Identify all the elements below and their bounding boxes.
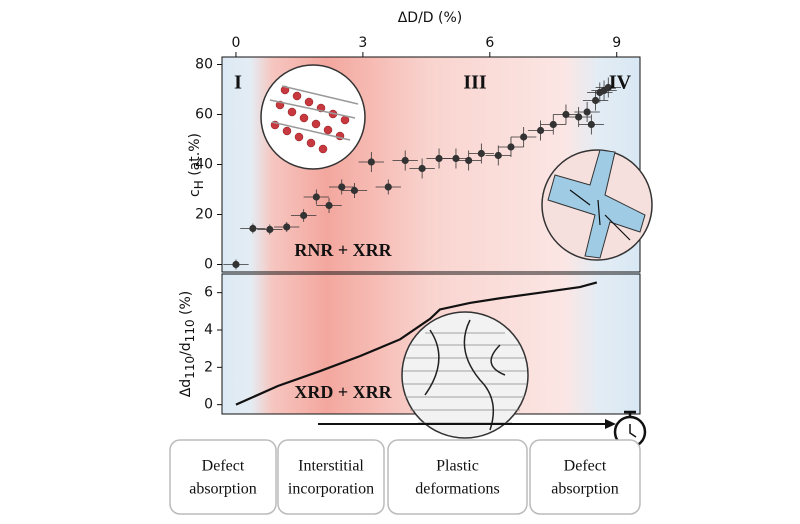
inset-lattice xyxy=(260,64,366,170)
data-point xyxy=(367,158,375,166)
annotation: IV xyxy=(609,72,632,94)
y-tick-label: 4 xyxy=(204,322,213,338)
stage-label: Defect xyxy=(564,458,607,475)
data-point xyxy=(494,151,502,160)
x-axis-label: ΔD/D (%) xyxy=(398,10,463,26)
data-point xyxy=(452,154,460,163)
data-point xyxy=(587,120,595,129)
data-point xyxy=(312,193,320,201)
data-point xyxy=(575,113,583,121)
annotation: RNR + XRR xyxy=(294,240,392,260)
data-point xyxy=(266,225,274,234)
y-tick-label: 0 xyxy=(204,257,213,273)
y-tick-label: 20 xyxy=(195,207,213,223)
arrow-head xyxy=(605,419,616,429)
stage-box xyxy=(387,439,528,515)
y-axis-label: Δd110/d110 (%) xyxy=(178,291,197,398)
annotation: XRD + XRR xyxy=(294,382,392,402)
stage-label: incorporation xyxy=(288,481,374,498)
data-point xyxy=(249,224,257,233)
stage-label: Defect xyxy=(202,458,245,475)
plot-frame xyxy=(221,56,641,273)
data-point xyxy=(591,96,600,105)
stage-label: absorption xyxy=(551,481,619,498)
data-point xyxy=(507,143,515,151)
inset-channels xyxy=(541,149,653,261)
y-axis-label-part: Δd xyxy=(178,379,194,397)
data-point xyxy=(520,133,528,141)
y-tick-label: 0 xyxy=(204,397,213,413)
y-axis-label-part: H xyxy=(192,180,206,189)
data-point xyxy=(338,183,346,191)
data-line xyxy=(235,281,598,406)
y-tick-label: 80 xyxy=(195,57,213,73)
data-point xyxy=(536,126,545,135)
stage-box xyxy=(277,439,385,515)
annotation: III xyxy=(463,72,487,94)
y-axis-label-part: 110 xyxy=(183,356,197,379)
stage-label: Plastic xyxy=(436,458,479,475)
y-axis-label-part: /d xyxy=(178,342,194,356)
data-point xyxy=(350,186,359,195)
data-point xyxy=(477,149,485,158)
y-axis-label: cH (at.%) xyxy=(187,133,206,197)
x-tick-label: 0 xyxy=(232,35,241,51)
y-axis-label-part: (%) xyxy=(178,291,194,320)
y-tick-label: 60 xyxy=(195,107,213,123)
annotation: I xyxy=(234,72,242,94)
stage-label: absorption xyxy=(189,481,257,498)
stage-label: deformations xyxy=(415,481,499,498)
stage-label: Interstitial xyxy=(298,458,364,475)
data-point xyxy=(401,156,409,165)
data-point xyxy=(325,201,333,210)
stage-box xyxy=(529,439,641,515)
data-point xyxy=(418,164,426,173)
inset-deformation xyxy=(401,311,529,439)
data-point xyxy=(283,223,291,231)
data-point xyxy=(604,83,612,92)
data-point xyxy=(384,183,392,191)
data-point xyxy=(583,108,591,116)
y-tick-label: 40 xyxy=(195,157,213,173)
stage-box xyxy=(169,439,277,515)
data-point xyxy=(300,211,308,220)
x-tick-label: 9 xyxy=(612,35,621,51)
data-point xyxy=(232,260,240,269)
y-axis-label-part: (at.%) xyxy=(187,133,203,180)
y-tick-label: 2 xyxy=(204,359,213,375)
data-point xyxy=(465,156,473,165)
x-tick-label: 6 xyxy=(485,35,494,51)
y-tick-label: 6 xyxy=(204,285,213,301)
y-axis-label-part: 110 xyxy=(183,319,197,342)
data-point xyxy=(562,110,570,119)
y-axis-label-part: c xyxy=(187,189,203,197)
data-point xyxy=(435,154,443,163)
x-tick-label: 3 xyxy=(358,35,367,51)
data-point xyxy=(549,120,557,129)
